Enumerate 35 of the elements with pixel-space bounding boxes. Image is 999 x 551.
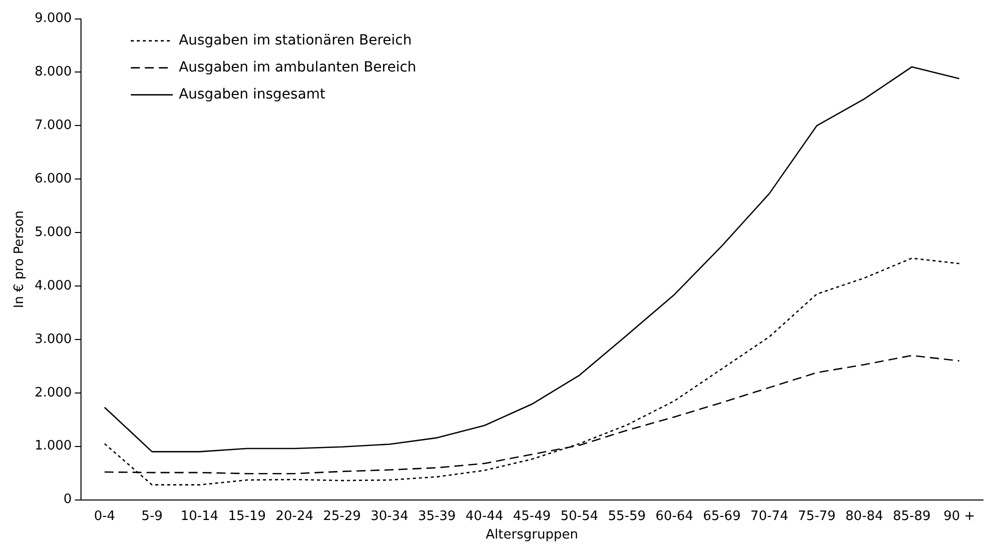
y-axis-title: In € pro Person (12, 210, 28, 308)
x-tick-label: 10-14 (180, 508, 218, 524)
y-tick-label: 0 (64, 492, 72, 508)
y-tick-label: 2.000 (34, 385, 72, 400)
legend-label: Ausgaben insgesamt (178, 86, 326, 102)
x-tick-label: 65-69 (702, 508, 741, 524)
x-tick-label: 15-19 (228, 508, 266, 524)
x-tick-label: 85-89 (892, 508, 931, 524)
x-tick-label: 30-34 (370, 508, 408, 524)
x-tick-label: 35-39 (418, 508, 456, 524)
legend-label: Ausgaben im stationären Bereich (178, 32, 412, 48)
x-tick-label: 5-9 (141, 508, 163, 524)
x-tick-label: 60-64 (655, 508, 694, 524)
x-tick-label: 55-59 (608, 508, 646, 524)
y-tick-label: 6.000 (34, 172, 72, 187)
legend-label: Ausgaben im ambulanten Bereich (178, 59, 416, 76)
y-tick-label: 8.000 (34, 64, 72, 80)
y-tick-label: 4.000 (34, 278, 72, 294)
y-tick-label: 3.000 (34, 332, 72, 347)
y-tick-label: 7.000 (34, 118, 72, 134)
y-tick-label: 5.000 (34, 224, 72, 240)
x-tick-label: 80-84 (845, 508, 884, 524)
x-tick-label: 0-4 (94, 508, 116, 524)
x-tick-label: 40-44 (466, 508, 504, 524)
x-tick-label: 90 + (943, 508, 976, 524)
x-tick-label: 45-49 (513, 508, 551, 524)
line-series (104, 258, 960, 486)
x-tick-label: 70-74 (750, 508, 788, 524)
y-tick-label: 1.000 (34, 438, 72, 454)
y-tick-label: 9.000 (34, 11, 72, 26)
x-tick-label: 20-24 (276, 508, 314, 524)
x-tick-label: 25-29 (323, 508, 361, 524)
x-tick-label: 75-79 (798, 508, 836, 524)
x-axis-title: Altersgruppen (486, 528, 578, 543)
x-tick-label: 50-54 (560, 508, 598, 524)
